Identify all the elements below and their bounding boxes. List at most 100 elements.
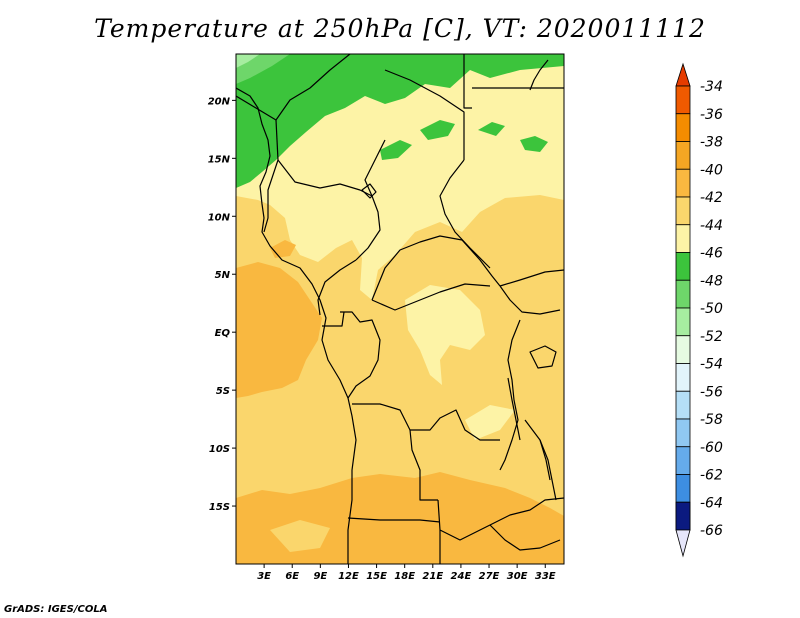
border-niger-nigeria [277,159,373,197]
lat-tick-label: 20N [208,96,231,107]
colorbar-swatch [675,252,691,281]
field-green-north [236,54,564,188]
lon-tick-label: 3E [257,571,271,582]
lon-tick-label: 24E [451,571,472,582]
lake-malawi [539,439,551,481]
colorbar-swatch [675,168,691,198]
lon-tick-label: 30E [507,571,528,582]
colorbar-swatch [675,474,691,503]
lat-tick-label: 10N [208,212,231,223]
lon-axis: 3E 6E 9E 12E 15E 18E 21E 24E 27E 30E 33E [257,564,556,582]
colorbar-label: -56 [700,384,723,400]
border-car-south [371,283,491,311]
lon-tick-label: 6E [285,571,299,582]
border-niger-north [275,119,279,161]
colorbar: -34 -36 -38 -40 -42 -44 -46 -48 -50 -52 -54 -56 -58 -… [675,62,723,558]
field-green-blob-4 [520,136,548,152]
border-zambia [437,497,564,541]
ethiopia-border [529,59,549,91]
map-title: Temperature at 250hPa [C], VT: 202001111… [94,14,706,43]
border-ssudan-south [499,285,561,315]
colorbar-swatch [675,85,691,115]
lat-tick-label: 15S [209,502,230,513]
colorbar-bottom-swatch [675,501,691,531]
lon-tick-label: 9E [313,571,327,582]
colorbar-top-arrow [675,62,691,87]
lake-chad [361,183,377,199]
colorbar-label: -36 [700,107,723,123]
border-nigeria-cameroon [317,259,357,316]
lon-tick-label: 18E [394,571,415,582]
colorbar-bottom-arrow [675,529,691,558]
field-green-blob-3 [478,122,505,136]
field-green-lightest [236,54,260,68]
lake-victoria [529,345,557,369]
border-congo [340,311,381,399]
coastline-west [236,87,357,564]
border-libya-egypt [463,54,472,109]
border-benin [263,159,279,233]
colorbar-label: -58 [700,412,723,428]
lat-tick-label: 5N [215,270,231,281]
colorbar-swatch [675,390,691,420]
border-zimbabwe [489,524,561,551]
colorbar-label: -52 [700,329,723,345]
colorbar-label: -66 [700,523,723,539]
colorbar-label: -50 [700,301,723,317]
field-green-blob-2 [380,140,412,160]
colorbar-label: -34 [700,79,723,95]
field-pale-streak [465,405,515,440]
colorbar-label: -64 [700,495,723,511]
lon-tick-label: 15E [366,571,387,582]
border-angola-namibia [347,517,441,523]
lake-tanganyika [507,377,521,441]
colorbar-swatch [675,363,691,392]
colorbar-swatch [675,113,691,142]
field-orange-west [236,262,322,398]
field-lightorange-south [270,520,330,552]
border-chad-west [355,139,386,261]
border-car [371,235,501,301]
map-frame [235,53,565,565]
field-pale-central [405,285,485,385]
colorbar-label: -44 [700,218,723,234]
field-green-blob-1 [420,120,455,140]
colorbar-label: -62 [700,468,723,484]
colorbar-swatch [675,418,691,448]
lat-axis: 20N 15N 10N 5N EQ 5S 10S 15S [208,96,236,513]
colorbar-swatch [675,141,691,170]
colorbar-swatch [675,307,691,337]
colorbar-label: -46 [700,246,723,262]
colorbar-label: -60 [700,440,723,456]
lat-tick-label: 10S [209,444,230,455]
lon-tick-label: 12E [338,571,359,582]
border-libya-chad [384,69,465,160]
border-gabon [322,311,345,327]
border-drc-south [352,403,500,441]
lon-tick-label: 27E [479,571,500,582]
lon-tick-label: 21E [422,571,443,582]
grads-credit: GrADS: IGES/COLA [4,604,108,615]
colorbar-label: -42 [700,190,723,206]
country-borders [236,54,564,564]
colorbar-label: -40 [700,162,723,178]
border-drc-angola [409,429,438,501]
border-drc-east [499,319,521,471]
border-algeria-libya [236,54,351,121]
border-tanzania [524,419,557,501]
colorbar-swatch [675,196,691,226]
lat-tick-label: 5S [216,386,230,397]
colorbar-swatch [675,335,691,364]
border-sudan-ssudan [499,269,564,287]
field-green-light [236,54,290,84]
colorbar-label: -38 [700,135,723,151]
lat-tick-label: EQ [215,328,231,339]
map-plot-area [236,54,564,564]
colorbar-label: -54 [700,357,723,373]
lat-tick-label: 15N [208,154,231,165]
colorbar-swatch [675,446,691,475]
colorbar-swatch [675,279,691,309]
colorbar-swatch [675,224,691,253]
colorbar-label: -48 [700,273,723,289]
